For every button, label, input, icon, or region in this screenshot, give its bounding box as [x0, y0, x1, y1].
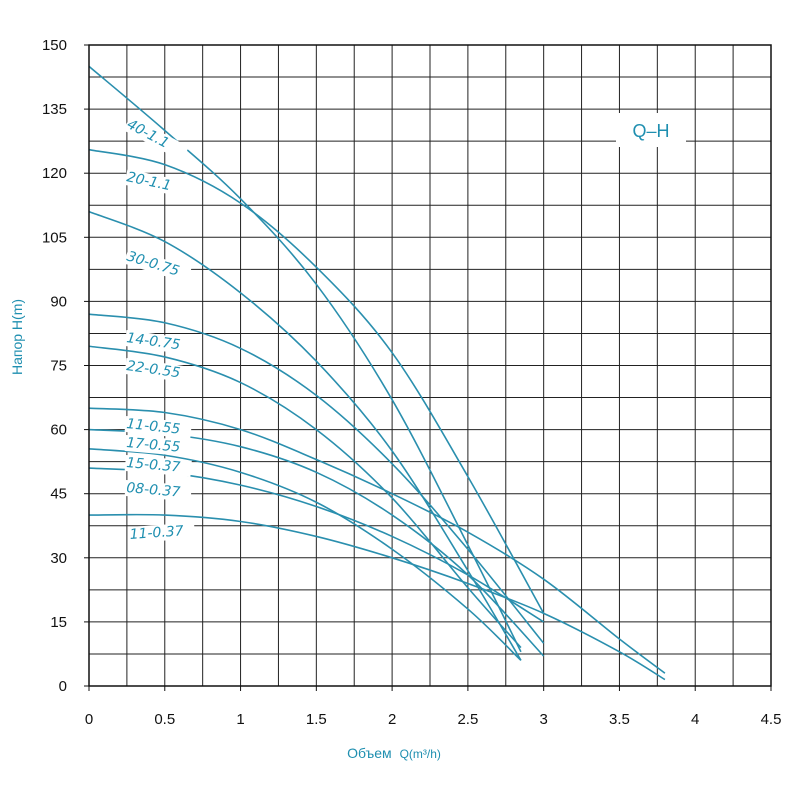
series-label: 11-0.37	[129, 523, 184, 543]
series-label-bg	[123, 248, 192, 283]
x-tick-labels: 0 0.5 1 1.5 2 2.5 3 3.5 4 4.5	[85, 711, 782, 728]
series-label: 08-0.37	[126, 480, 181, 501]
x-tick-label: 1	[236, 711, 244, 728]
y-tick-label: 75	[50, 358, 67, 375]
series-curve-11-0.37	[88, 513, 666, 681]
x-tick-label: 2	[388, 711, 396, 728]
y-tick-label: 60	[50, 422, 67, 439]
series-label-bg	[123, 115, 190, 162]
series-label: 22-0.55	[125, 358, 181, 381]
series-label: 11-0.55	[126, 416, 182, 438]
series-label-group: 30-0.75	[123, 248, 192, 283]
series-label-bg	[124, 479, 192, 502]
series-label-group: 11-0.55	[124, 415, 192, 439]
x-tick-label: 3.5	[609, 711, 630, 728]
series-curve-30-0.75	[88, 210, 522, 661]
series-label-bg	[124, 454, 192, 477]
series-label: 14-0.75	[125, 330, 181, 353]
series-label-bg	[124, 415, 192, 439]
x-tick-label: 3	[539, 711, 547, 728]
series-curve-11-0.55	[88, 407, 666, 674]
y-tick-label: 0	[59, 678, 67, 695]
x-axis-title: Объем Q(m³/h)	[347, 745, 441, 761]
y-tick-label: 15	[50, 614, 67, 631]
y-tick-label: 30	[50, 550, 67, 567]
series-label-bg	[124, 357, 193, 384]
y-tick-label: 120	[42, 165, 67, 182]
series-label-bg	[124, 329, 193, 356]
x-axis-title-main: Объем	[347, 745, 392, 761]
series-label: 17-0.55	[126, 435, 181, 456]
y-tick-label: 150	[42, 37, 67, 54]
x-axis-title-unit: Q(m³/h)	[400, 747, 441, 761]
y-tick-labels: 0 15 30 45 60 75 90 105 120 135 150	[42, 37, 67, 695]
series-curve-14-0.75	[88, 313, 545, 644]
chart-title: Q–H	[632, 121, 669, 141]
x-tick-label: 2.5	[457, 711, 478, 728]
x-tick-label: 0	[85, 711, 93, 728]
curves	[88, 65, 666, 681]
series-label-group: 17-0.55	[124, 434, 192, 457]
series-label-group: 22-0.55	[124, 357, 193, 384]
series-curve-15-0.37	[88, 448, 522, 661]
series-label-group: 14-0.75	[124, 329, 193, 356]
series-label: 15-0.37	[126, 455, 181, 476]
x-tick-label: 4.5	[761, 711, 782, 728]
series-label-group: 11-0.37	[128, 522, 196, 544]
series-curve-40-1.1	[88, 65, 522, 653]
grid	[88, 44, 772, 687]
axes	[84, 44, 772, 691]
series-curve-22-0.55	[88, 345, 522, 649]
y-tick-label: 90	[50, 293, 67, 310]
series-label-bg	[128, 522, 196, 544]
y-tick-label: 105	[42, 229, 67, 246]
series-label-group: 08-0.37	[124, 479, 192, 502]
series-label: 30-0.75	[125, 249, 181, 280]
series-label-bg	[124, 169, 193, 199]
series-labels: 40-1.120-1.130-0.7514-0.7522-0.5511-0.55…	[123, 115, 196, 544]
y-tick-label: 45	[50, 486, 67, 503]
y-tick-label: 135	[42, 101, 67, 118]
x-tick-label: 4	[691, 711, 699, 728]
y-axis-title: Напор H(m)	[9, 299, 25, 375]
x-tick-label: 1.5	[306, 711, 327, 728]
series-label-group: 15-0.37	[124, 454, 192, 477]
series-curve-20-1.1	[88, 148, 545, 614]
series-label-bg	[124, 434, 192, 457]
legend-box-bg	[616, 113, 686, 147]
x-tick-label: 0.5	[154, 711, 175, 728]
